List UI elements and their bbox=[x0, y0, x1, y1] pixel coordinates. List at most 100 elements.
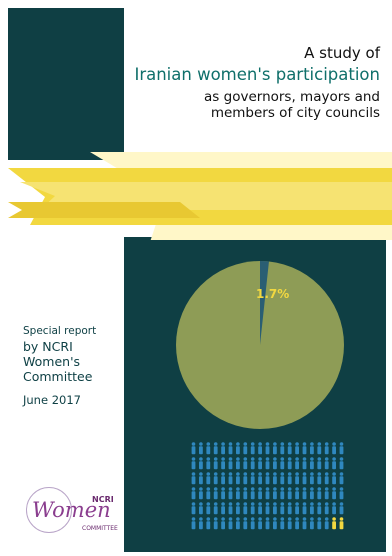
person-icon bbox=[221, 442, 225, 455]
person-icon bbox=[302, 487, 307, 500]
ncri-women-logo: Women NCRI COMMITTEE bbox=[26, 487, 126, 535]
person-icon bbox=[206, 457, 211, 470]
cover-title: A study of Iranian women's participation… bbox=[110, 44, 380, 121]
person-icon bbox=[273, 457, 277, 470]
person-icon bbox=[236, 487, 240, 500]
logo-ring bbox=[26, 487, 72, 533]
person-icon bbox=[317, 517, 322, 530]
person-icon bbox=[228, 472, 233, 485]
person-icon bbox=[243, 517, 248, 530]
person-icon bbox=[199, 502, 203, 515]
person-icon bbox=[265, 442, 270, 455]
person-icon bbox=[236, 502, 240, 515]
person-icon bbox=[236, 472, 240, 485]
person-icon bbox=[280, 457, 285, 470]
person-icon bbox=[287, 442, 292, 455]
person-icon bbox=[258, 502, 262, 515]
person-icon bbox=[310, 517, 314, 530]
report-by: by NCRI bbox=[23, 339, 73, 354]
person-icon bbox=[236, 457, 240, 470]
person-icon bbox=[243, 457, 248, 470]
person-icon bbox=[302, 457, 307, 470]
person-icon bbox=[295, 517, 299, 530]
person-icon bbox=[250, 442, 255, 455]
person-icon bbox=[280, 502, 285, 515]
person-icon bbox=[265, 487, 270, 500]
person-icon bbox=[310, 487, 314, 500]
person-icon bbox=[295, 457, 299, 470]
person-icon bbox=[287, 517, 292, 530]
person-icon bbox=[302, 502, 307, 515]
person-icon bbox=[191, 457, 196, 470]
person-icon bbox=[339, 487, 344, 500]
pie-slice-women bbox=[260, 261, 269, 345]
person-icon bbox=[258, 517, 262, 530]
person-icon bbox=[258, 487, 262, 500]
person-icon bbox=[199, 442, 203, 455]
person-icon bbox=[206, 502, 211, 515]
person-icon bbox=[250, 472, 255, 485]
report-type: Special report bbox=[23, 325, 97, 337]
person-icon bbox=[302, 442, 307, 455]
report-org-line2: Committee bbox=[23, 369, 93, 384]
person-icon bbox=[221, 457, 225, 470]
person-icon bbox=[287, 472, 292, 485]
person-icon bbox=[302, 472, 307, 485]
person-icon bbox=[310, 502, 314, 515]
person-icon bbox=[191, 487, 196, 500]
person-icon bbox=[236, 442, 240, 455]
person-icon bbox=[310, 457, 314, 470]
person-icon bbox=[206, 517, 211, 530]
person-icon bbox=[295, 472, 299, 485]
person-icon bbox=[243, 502, 248, 515]
person-icon bbox=[258, 442, 262, 455]
person-icon bbox=[199, 472, 203, 485]
logo-women-text: Women bbox=[32, 498, 111, 522]
person-icon bbox=[295, 487, 299, 500]
title-line-4: members of city councils bbox=[210, 105, 380, 121]
person-icon bbox=[213, 472, 218, 485]
person-icon bbox=[332, 472, 336, 485]
person-icon bbox=[199, 457, 203, 470]
pie-percentage-label: 1.7% bbox=[256, 287, 290, 301]
person-icon bbox=[295, 502, 299, 515]
person-icon bbox=[221, 487, 225, 500]
person-icon bbox=[310, 472, 314, 485]
person-icon bbox=[317, 442, 322, 455]
person-icon bbox=[213, 502, 218, 515]
person-icon bbox=[339, 502, 344, 515]
person-icon bbox=[324, 442, 329, 455]
person-icon bbox=[302, 517, 307, 530]
person-icon bbox=[228, 457, 233, 470]
person-icon bbox=[213, 442, 218, 455]
people-pictogram bbox=[191, 442, 344, 530]
person-icon bbox=[258, 472, 262, 485]
title-line-3: as governors, mayors and bbox=[204, 89, 380, 105]
person-icon bbox=[280, 487, 285, 500]
person-icon bbox=[206, 487, 211, 500]
report-date: June 2017 bbox=[23, 393, 81, 407]
person-icon bbox=[280, 472, 285, 485]
person-icon bbox=[273, 517, 277, 530]
person-icon bbox=[280, 442, 285, 455]
person-icon bbox=[213, 517, 218, 530]
title-line-2: Iranian women's participation bbox=[134, 65, 380, 84]
person-icon bbox=[228, 442, 233, 455]
pie-chart bbox=[176, 261, 344, 429]
person-icon bbox=[324, 487, 329, 500]
arrow-band-lower bbox=[8, 202, 200, 218]
person-icon bbox=[221, 472, 225, 485]
person-icon bbox=[265, 502, 270, 515]
person-icon bbox=[332, 487, 336, 500]
person-icon bbox=[228, 502, 233, 515]
logo-committee-text: COMMITTEE bbox=[82, 525, 118, 532]
person-icon bbox=[191, 502, 196, 515]
report-org-line1: Women's bbox=[23, 354, 81, 369]
person-icon bbox=[317, 457, 322, 470]
person-icon bbox=[250, 517, 255, 530]
person-icon bbox=[273, 472, 277, 485]
person-icon bbox=[324, 502, 329, 515]
person-icon-highlighted bbox=[332, 517, 336, 530]
person-icon bbox=[191, 472, 196, 485]
